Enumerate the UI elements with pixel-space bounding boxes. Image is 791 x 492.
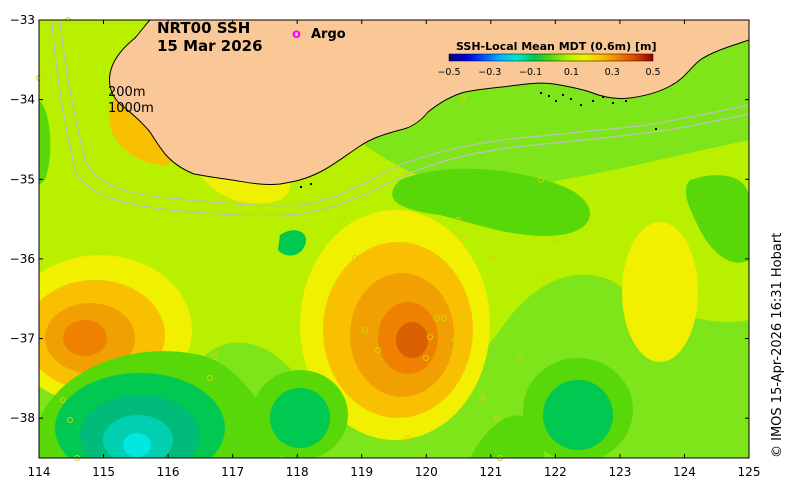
- x-tick-label: 124: [673, 465, 696, 479]
- ssh-green-westedge: [39, 100, 51, 185]
- argo-float: [455, 217, 461, 223]
- argo-float: [60, 397, 66, 403]
- ssh-warm-east: [622, 222, 698, 362]
- colorbar: SSH-Local Mean MDT (0.6m) [m] −0.5 −0.3 −0…: [437, 40, 660, 78]
- argo-float: [490, 255, 496, 261]
- argo-float: [494, 415, 500, 421]
- argo-float: [459, 315, 465, 321]
- colorbar-title: SSH-Local Mean MDT (0.6m) [m]: [456, 40, 656, 53]
- argo-float: [423, 355, 429, 361]
- argo-float: [452, 337, 458, 343]
- coast-islands: [300, 92, 657, 188]
- ssh-green-north: [392, 168, 590, 236]
- argo-legend-label: Argo: [311, 27, 346, 42]
- colorbar-gradient: [448, 53, 654, 62]
- y-tick-label: −35: [10, 172, 35, 186]
- map-title-line2: 15 Mar 2026: [157, 37, 263, 55]
- isobath-lines: [51, 20, 749, 217]
- colorbar-tick-label: 0.3: [605, 67, 620, 78]
- x-tick-label: 115: [92, 465, 115, 479]
- credit-text: © IMOS 15-Apr-2026 16:31 Hobart: [770, 233, 785, 458]
- argo-float: [538, 177, 544, 183]
- x-tick-label: 116: [157, 465, 180, 479]
- contour-label-1000m: 1000m: [108, 101, 154, 116]
- ssh-cold-bottom: [470, 415, 545, 458]
- x-tick-label: 122: [544, 465, 567, 479]
- argo-float: [212, 354, 218, 360]
- argo-float: [375, 347, 381, 353]
- y-tick-label: −38: [10, 411, 35, 425]
- argo-float: [441, 315, 447, 321]
- colorbar-tick-label: −0.3: [478, 67, 501, 78]
- ssh-green-small: [278, 230, 306, 256]
- colorbar-tick-label: 0.5: [645, 67, 660, 78]
- ssh-cold-sw-l5: [123, 433, 151, 457]
- argo-float: [67, 417, 73, 423]
- y-tick-label: −34: [10, 93, 35, 107]
- argo-float: [340, 215, 346, 221]
- ssh-green-east: [685, 175, 749, 263]
- x-tick-label: 121: [479, 465, 502, 479]
- argo-float: [542, 275, 548, 281]
- contour-label-200m: 200m: [108, 85, 145, 100]
- ssh-eddy-west-l4: [63, 320, 107, 356]
- y-tick-label: −33: [10, 13, 35, 27]
- map-title-line1: NRT00 SSH: [157, 19, 250, 37]
- argo-float: [352, 255, 358, 261]
- colorbar-tick-label: −0.5: [437, 67, 460, 78]
- axis-ticks: 114 115 116 117 118 119 120 121 122 123 124 125 −33 −…: [10, 13, 761, 479]
- ssh-cold-east-l2: [543, 380, 613, 450]
- x-tick-label: 125: [738, 465, 761, 479]
- ssh-cold-mid-l2: [270, 388, 330, 448]
- argo-float: [362, 327, 368, 333]
- argo-float: [427, 334, 433, 340]
- argo-float: [405, 435, 411, 441]
- argo-float: [459, 235, 465, 241]
- argo-float: [434, 315, 440, 321]
- argo-float: [479, 395, 485, 401]
- ssh-eddy-central-l5: [396, 322, 428, 358]
- x-tick-label: 117: [221, 465, 244, 479]
- x-tick-label: 120: [415, 465, 438, 479]
- argo-float: [460, 95, 466, 101]
- x-tick-label: 114: [28, 465, 51, 479]
- y-tick-label: −36: [10, 252, 35, 266]
- colorbar-ticks: −0.5 −0.3 −0.1 0.1 0.3 0.5: [437, 67, 660, 78]
- x-tick-label: 119: [350, 465, 373, 479]
- colorbar-tick-label: 0.1: [564, 67, 579, 78]
- argo-float: [552, 237, 558, 243]
- argo-float: [517, 355, 523, 361]
- x-tick-label: 123: [608, 465, 631, 479]
- ssh-field: [39, 20, 749, 458]
- argo-float: [207, 375, 213, 381]
- colorbar-tick-label: −0.1: [519, 67, 542, 78]
- plot-frame: [38, 19, 750, 459]
- y-tick-label: −37: [10, 332, 35, 346]
- argo-legend-marker: o: [292, 27, 301, 42]
- x-tick-label: 118: [286, 465, 309, 479]
